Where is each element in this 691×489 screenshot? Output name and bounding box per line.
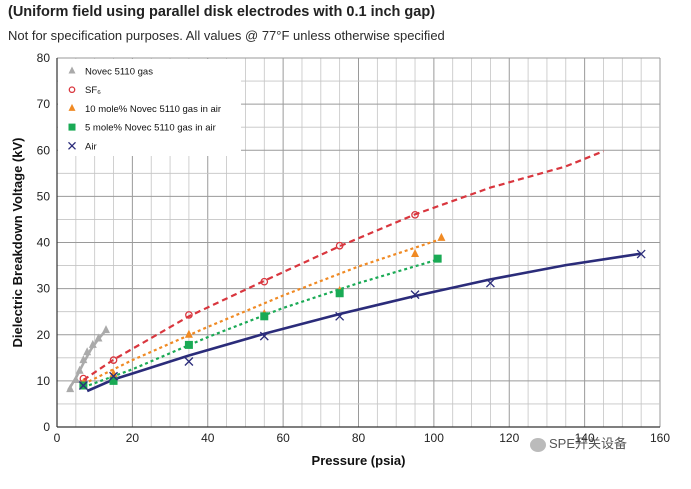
square-marker bbox=[433, 254, 442, 263]
x-marker bbox=[109, 371, 118, 381]
square-marker bbox=[68, 123, 76, 131]
x-tick-label: 60 bbox=[276, 431, 290, 445]
x-marker bbox=[259, 331, 269, 341]
y-tick-label: 20 bbox=[37, 328, 51, 342]
x-marker-stroke bbox=[259, 331, 269, 341]
triangle-marker bbox=[437, 232, 446, 241]
triangle-marker bbox=[101, 325, 110, 334]
x-marker-stroke bbox=[68, 141, 76, 150]
square-marker bbox=[335, 289, 344, 298]
x-marker bbox=[335, 311, 345, 321]
x-marker-stroke bbox=[410, 290, 420, 300]
x-tick-label: 40 bbox=[201, 431, 215, 445]
triangle-marker bbox=[184, 329, 193, 338]
triangle-marker bbox=[66, 384, 75, 393]
square-marker bbox=[260, 312, 269, 321]
triangle-marker bbox=[94, 333, 103, 342]
chart-legend: Novec 5110 gas SF₆ 10 mole% Novec 5110 gas… bbox=[58, 59, 241, 156]
fit-line bbox=[86, 252, 642, 393]
x-tick-label: 140 bbox=[575, 431, 595, 445]
triangle-marker bbox=[79, 355, 88, 364]
chart-title: (Uniform field using parallel disk elect… bbox=[8, 4, 436, 20]
y-axis-title: Dielectric Breakdown Voltage (kV) bbox=[10, 138, 25, 348]
circle-marker bbox=[185, 311, 193, 319]
x-marker bbox=[78, 381, 88, 390]
y-tick-label: 0 bbox=[43, 420, 50, 434]
legend-label: Air bbox=[85, 141, 97, 152]
watermark: SPE开关设备 bbox=[530, 433, 627, 452]
x-tick-label: 160 bbox=[650, 431, 670, 445]
legend-box bbox=[58, 59, 241, 156]
square-marker bbox=[184, 340, 193, 349]
y-tick-label: 80 bbox=[37, 51, 51, 65]
circle-marker bbox=[109, 356, 118, 364]
triangle-marker bbox=[68, 66, 76, 74]
x-tick-label: 20 bbox=[126, 431, 140, 445]
wechat-icon bbox=[530, 437, 546, 452]
x-tick-label: 100 bbox=[424, 431, 444, 445]
watermark-text: SPE开关设备 bbox=[549, 436, 628, 451]
x-marker bbox=[68, 141, 76, 150]
x-marker-stroke bbox=[184, 357, 194, 366]
circle-marker bbox=[335, 241, 344, 250]
x-tick-label: 80 bbox=[352, 431, 366, 445]
legend-label: SF₆ bbox=[85, 85, 101, 96]
x-marker-stroke bbox=[636, 249, 646, 259]
fit-line bbox=[82, 239, 438, 386]
y-tick-label: 60 bbox=[37, 143, 51, 157]
triangle-marker bbox=[75, 365, 84, 374]
triangle-marker bbox=[83, 347, 92, 356]
fit-lines bbox=[67, 150, 642, 393]
fit-line bbox=[83, 258, 438, 389]
x-axis-title: Pressure (psia) bbox=[312, 453, 406, 468]
x-marker-stroke bbox=[485, 278, 495, 288]
y-tick-label: 70 bbox=[37, 97, 51, 111]
triangle-marker bbox=[68, 103, 76, 111]
x-marker bbox=[485, 278, 495, 288]
x-marker bbox=[410, 290, 420, 300]
x-tick-label: 120 bbox=[499, 431, 519, 445]
legend-label: 5 mole% Novec 5110 gas in air bbox=[85, 123, 216, 134]
chart-subtitle: Not for specification purposes. All valu… bbox=[8, 28, 445, 43]
y-tick-label: 40 bbox=[37, 236, 51, 250]
triangle-marker bbox=[88, 339, 97, 348]
x-marker bbox=[636, 249, 646, 259]
circle-marker bbox=[68, 86, 76, 94]
chart-axes: 0 20 40 60 80 100 120 140 160 0 10 20 30 40 50 60 70 80 bbox=[37, 51, 671, 445]
circle-marker bbox=[260, 277, 269, 286]
y-tick-label: 50 bbox=[37, 189, 51, 203]
legend-label: 10 mole% Novec 5110 gas in air bbox=[85, 104, 221, 115]
fit-line bbox=[82, 150, 604, 381]
y-tick-label: 10 bbox=[37, 374, 51, 388]
triangle-marker bbox=[71, 374, 80, 383]
x-tick-label: 0 bbox=[54, 431, 61, 445]
square-marker bbox=[109, 376, 118, 385]
y-tick-label: 30 bbox=[37, 282, 51, 296]
x-marker-stroke bbox=[335, 311, 345, 321]
data-markers bbox=[66, 210, 646, 393]
triangle-marker bbox=[411, 249, 420, 258]
x-marker bbox=[184, 357, 194, 366]
circle-marker bbox=[411, 210, 419, 219]
x-marker-stroke bbox=[109, 371, 118, 381]
x-marker-stroke bbox=[78, 381, 88, 390]
legend-label: Novec 5110 gas bbox=[85, 67, 153, 78]
